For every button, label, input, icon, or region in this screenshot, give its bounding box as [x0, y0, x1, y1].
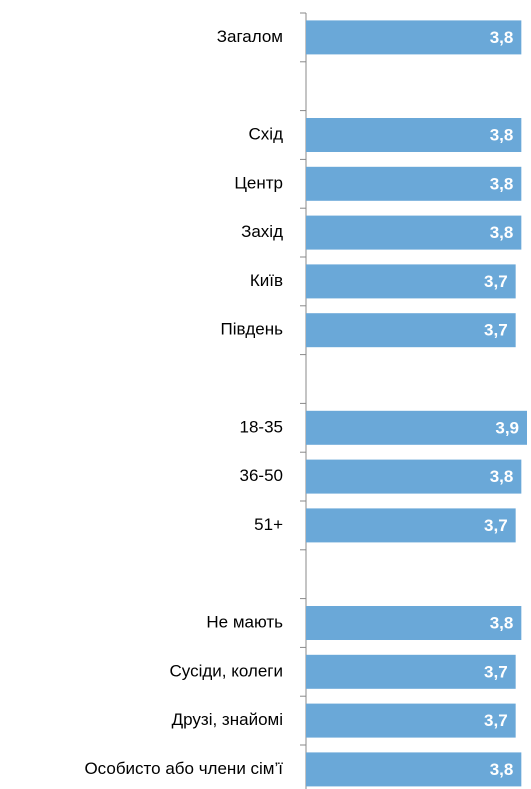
- category-label: Південь: [221, 320, 284, 339]
- value-label: 3,9: [495, 418, 519, 437]
- category-label: 51+: [254, 515, 283, 534]
- value-label: 3,8: [490, 467, 514, 486]
- bar: [306, 264, 516, 299]
- value-label: 3,7: [484, 516, 508, 535]
- bar: [306, 215, 522, 250]
- bar: [306, 118, 522, 152]
- category-label: Київ: [250, 271, 283, 290]
- bar: [306, 166, 522, 201]
- bar: [306, 410, 527, 445]
- bar: [306, 20, 522, 55]
- bar: [306, 752, 522, 787]
- category-label: Центр: [234, 173, 283, 192]
- category-label: Особисто або члени сім’ї: [84, 759, 283, 778]
- category-label: 36-50: [240, 466, 283, 485]
- bar: [306, 459, 522, 494]
- value-label: 3,8: [490, 613, 514, 632]
- category-label: Захід: [241, 222, 283, 241]
- bar: [306, 703, 516, 738]
- category-label: Друзі, знайомі: [172, 710, 283, 729]
- category-label: Не мають: [206, 612, 283, 631]
- value-label: 3,8: [490, 28, 514, 47]
- category-label: 18-35: [240, 417, 283, 436]
- category-label: Загалом: [217, 27, 283, 46]
- value-label: 3,7: [484, 711, 508, 730]
- value-label: 3,8: [490, 174, 514, 193]
- bar: [306, 606, 522, 640]
- value-label: 3,7: [484, 321, 508, 340]
- bar: [306, 313, 516, 348]
- bar: [306, 508, 516, 543]
- value-label: 3,7: [484, 662, 508, 681]
- value-label: 3,8: [490, 125, 514, 144]
- value-label: 3,8: [490, 223, 514, 242]
- category-label: Схід: [249, 124, 284, 143]
- value-label: 3,8: [490, 760, 514, 779]
- bar: [306, 654, 516, 689]
- category-label: Сусіди, колеги: [169, 661, 283, 680]
- value-label: 3,7: [484, 272, 508, 291]
